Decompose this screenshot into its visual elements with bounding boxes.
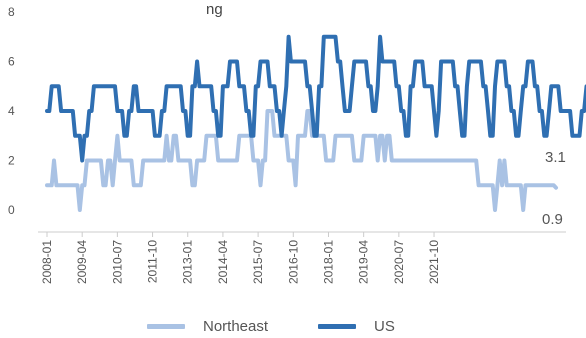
x-tick-label: 2019-04 <box>357 240 371 284</box>
end-label-us: 3.1 <box>545 149 566 166</box>
chart-title: ng <box>206 1 223 18</box>
x-tick-label: 2020-07 <box>392 240 406 284</box>
legend-label-northeast: Northeast <box>203 318 269 335</box>
series-line-us <box>45 34 586 163</box>
series-line-northeast <box>45 109 558 212</box>
y-tick-label: 4 <box>8 104 15 118</box>
legend-swatch-northeast <box>147 324 185 329</box>
end-label-northeast: 0.9 <box>542 211 563 228</box>
x-tick-label: 2011-10 <box>146 240 160 283</box>
x-tick-label: 2010-07 <box>110 240 124 284</box>
x-axis: 2008-01 2009-04 2010-07 2011-10 2013-01 2014-… <box>40 232 441 284</box>
x-tick-label: 2018-01 <box>321 240 335 284</box>
legend-label-us: US <box>374 318 395 335</box>
series-lines <box>45 34 586 212</box>
legend-swatch-us <box>318 324 356 329</box>
line-chart: ng 0 2 4 6 8 2008-01 2009-04 2010-07 2011-10 201… <box>8 1 586 284</box>
x-tick-label: 2008-01 <box>40 240 54 284</box>
x-tick-label: 2013-01 <box>181 240 195 284</box>
y-tick-label: 0 <box>8 203 15 217</box>
y-tick-label: 6 <box>8 55 15 69</box>
legend-item-us: US <box>318 318 395 335</box>
x-tick-label: 2016-10 <box>286 240 300 284</box>
y-tick-label: 8 <box>8 5 15 19</box>
x-tick-label: 2021-10 <box>427 240 441 284</box>
legend-item-northeast: Northeast <box>147 318 268 335</box>
end-labels: 0.9 3.1 <box>542 149 566 228</box>
x-tick-label: 2009-04 <box>75 240 89 284</box>
x-tick-label: 2014-04 <box>216 240 230 284</box>
y-axis: 0 2 4 6 8 <box>8 5 15 217</box>
x-tick-label: 2015-07 <box>251 240 265 284</box>
y-tick-label: 2 <box>8 154 15 168</box>
legend: Northeast US <box>0 318 586 338</box>
